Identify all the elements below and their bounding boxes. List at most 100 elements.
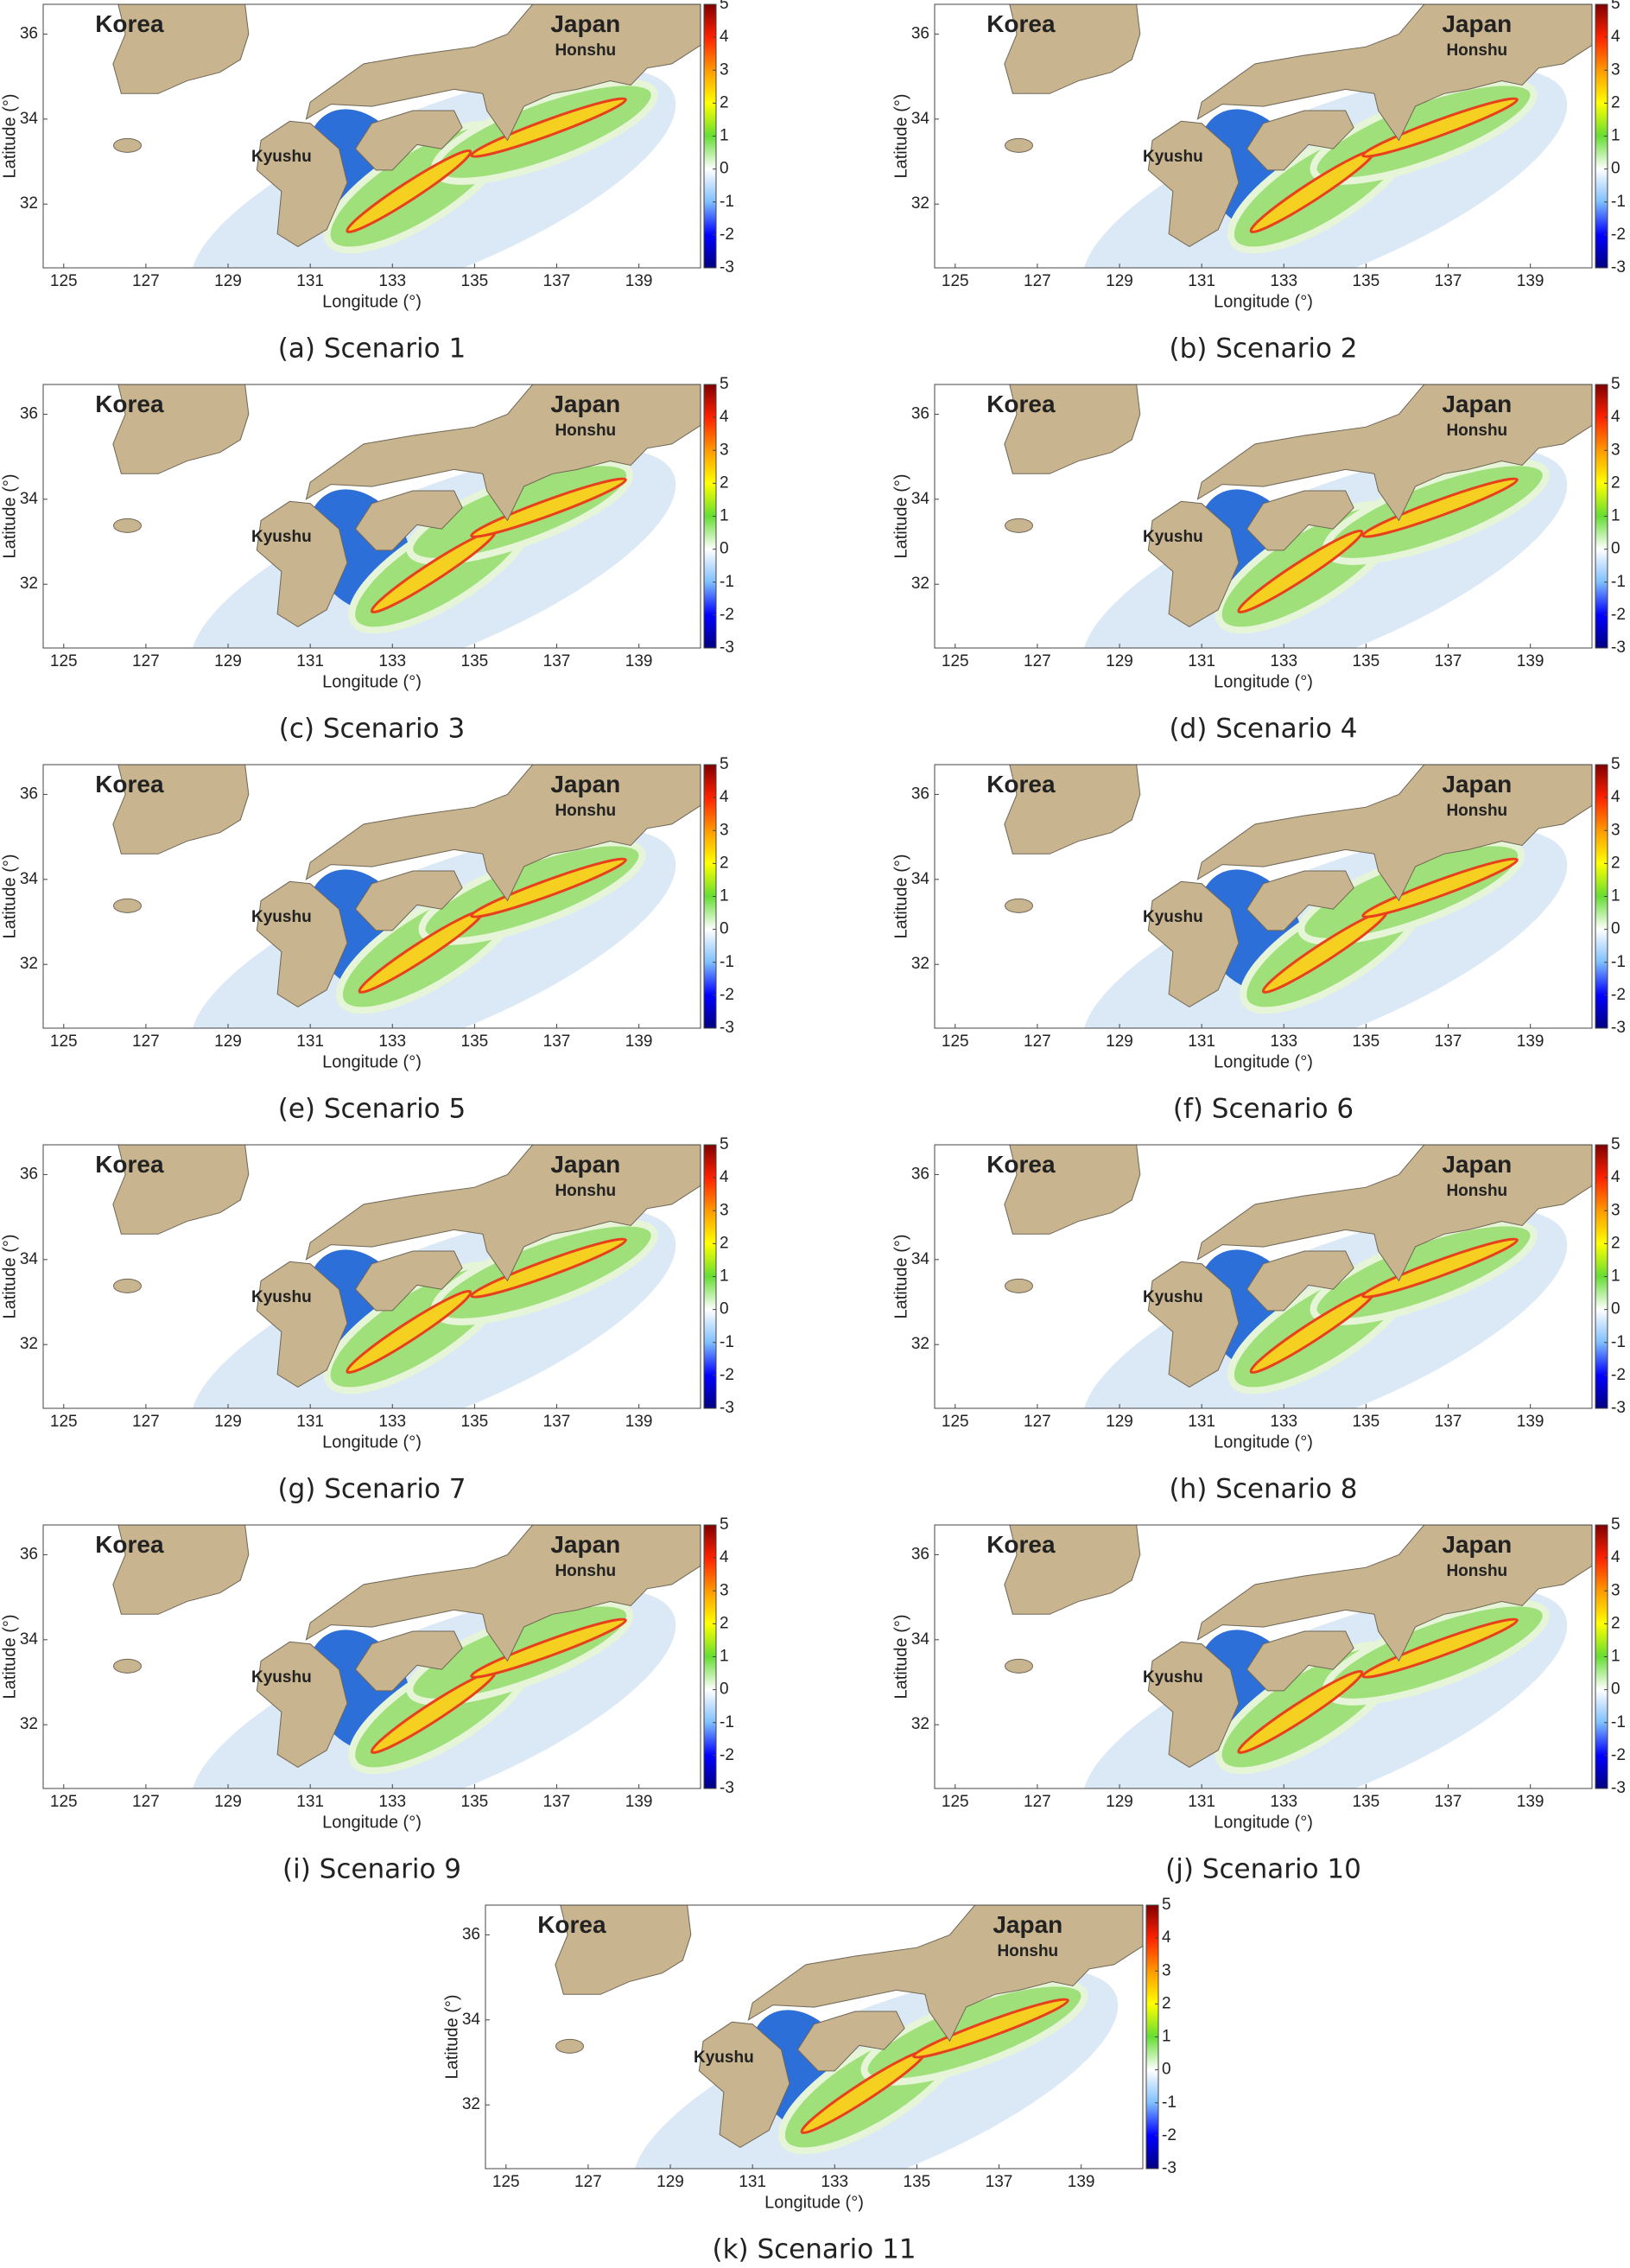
- y-axis-label: Latitude (°): [0, 1234, 19, 1318]
- land: [1196, 384, 1592, 522]
- land: [1196, 4, 1592, 142]
- wave-crest: [470, 477, 627, 538]
- land: [354, 1630, 463, 1692]
- map-field: [43, 384, 701, 648]
- colorbar-tick-label: 4: [720, 28, 729, 46]
- x-tick-label: 137: [543, 652, 571, 670]
- map-field: [43, 1145, 701, 1408]
- land: [305, 4, 701, 142]
- colorbar-tick-label: -1: [720, 193, 734, 211]
- land: [113, 518, 143, 533]
- colorbar-tick-label: 2: [720, 854, 729, 872]
- place-label: Korea: [95, 1151, 164, 1178]
- y-tick-label: 36: [20, 1165, 38, 1183]
- place-label: Japan: [1442, 10, 1512, 37]
- y-tick-label: 34: [911, 1250, 930, 1268]
- x-tick-label: 133: [378, 272, 406, 290]
- place-label: Honshu: [1446, 802, 1507, 820]
- colorbar-tick-label: 3: [720, 821, 729, 839]
- land: [1005, 518, 1034, 533]
- place-label: Honshu: [1446, 1182, 1507, 1200]
- place-label: Korea: [986, 391, 1056, 417]
- colorbar-tick-label: 0: [720, 1680, 729, 1699]
- colorbar-tick-label: 2: [720, 1234, 729, 1252]
- x-tick-label: 131: [1188, 272, 1215, 290]
- x-tick-label: 135: [1353, 1793, 1380, 1811]
- x-tick-label: 127: [574, 2173, 602, 2191]
- wave-crest: [470, 1237, 627, 1299]
- place-label: Korea: [986, 10, 1056, 37]
- colorbar-tick-label: -3: [1611, 1399, 1626, 1417]
- colorbar-tick-label: 2: [720, 473, 729, 492]
- land: [112, 1145, 250, 1235]
- land: [1246, 870, 1354, 931]
- land: [1246, 1250, 1354, 1312]
- x-tick-label: 135: [904, 2173, 931, 2191]
- plot-frame: [42, 1144, 701, 1409]
- wave-crest: [470, 1617, 627, 1679]
- x-tick-label: 137: [543, 1032, 571, 1051]
- plot-frame: [42, 764, 701, 1029]
- x-tick-label: 125: [50, 652, 78, 670]
- x-tick-label: 133: [378, 1413, 406, 1431]
- x-axis-label: Longitude (°): [1214, 292, 1313, 311]
- colorbar-tick-label: 3: [720, 1581, 729, 1599]
- land: [1005, 1658, 1034, 1674]
- map-field: [935, 4, 1592, 268]
- x-tick-label: 135: [1353, 652, 1380, 670]
- colorbar-tick-label: 3: [1162, 1961, 1171, 1979]
- land: [354, 490, 463, 551]
- land: [1147, 1641, 1240, 1768]
- colorbar-tick-label: 1: [720, 127, 729, 145]
- place-label: Kyushu: [1143, 908, 1203, 926]
- panel-caption: (a) Scenario 1: [278, 334, 466, 365]
- place-label: Honshu: [555, 422, 616, 440]
- land: [1196, 1145, 1592, 1282]
- y-axis-label: Latitude (°): [891, 854, 910, 938]
- y-tick-label: 36: [20, 24, 38, 42]
- x-tick-label: 131: [739, 2173, 766, 2191]
- y-tick-label: 34: [462, 2011, 481, 2029]
- colorbar-tick-label: 0: [720, 920, 729, 938]
- plot-frame: [934, 384, 1593, 649]
- plot-frame: [485, 1904, 1144, 2170]
- colorbar-tick-label: -3: [720, 1399, 734, 1417]
- colorbar-tick-label: 2: [1611, 1614, 1620, 1632]
- x-tick-label: 127: [132, 1793, 160, 1811]
- x-tick-label: 137: [1435, 272, 1462, 290]
- x-tick-label: 129: [1106, 1793, 1133, 1811]
- y-tick-label: 32: [911, 955, 929, 973]
- panel-caption: (c) Scenario 3: [279, 714, 465, 745]
- land: [555, 1905, 692, 1995]
- map-field: [935, 1145, 1592, 1408]
- land: [1147, 500, 1240, 627]
- x-tick-label: 129: [1106, 272, 1133, 290]
- x-tick-label: 137: [543, 1413, 571, 1431]
- x-tick-label: 125: [50, 1032, 78, 1051]
- y-tick-label: 32: [20, 1335, 38, 1353]
- colorbar-tick-label: 0: [720, 1300, 729, 1318]
- land: [256, 1261, 348, 1388]
- land: [698, 2021, 790, 2148]
- y-tick-label: 34: [911, 110, 930, 128]
- colorbar-tick-label: 0: [1611, 160, 1620, 178]
- panel-caption: (h) Scenario 8: [1169, 1474, 1357, 1505]
- place-label: Honshu: [997, 1942, 1058, 1960]
- colorbar-tick-label: -2: [1611, 986, 1626, 1004]
- colorbar-tick-label: 5: [720, 755, 729, 773]
- colorbar-tick-label: 1: [1611, 887, 1620, 905]
- colorbar-tick-label: 5: [1611, 1515, 1620, 1534]
- x-tick-label: 133: [378, 1793, 406, 1811]
- y-tick-label: 32: [20, 1715, 38, 1733]
- colorbar-tick-label: 4: [1611, 408, 1620, 426]
- x-tick-label: 133: [1270, 1413, 1297, 1431]
- x-tick-label: 129: [1106, 1032, 1133, 1051]
- x-tick-label: 133: [1270, 1032, 1297, 1051]
- panel-caption: (b) Scenario 2: [1169, 334, 1357, 365]
- panel-caption: (f) Scenario 6: [1173, 1094, 1354, 1125]
- land: [112, 4, 250, 94]
- colorbar-tick-label: -1: [1611, 1333, 1626, 1351]
- x-tick-label: 125: [50, 1413, 78, 1431]
